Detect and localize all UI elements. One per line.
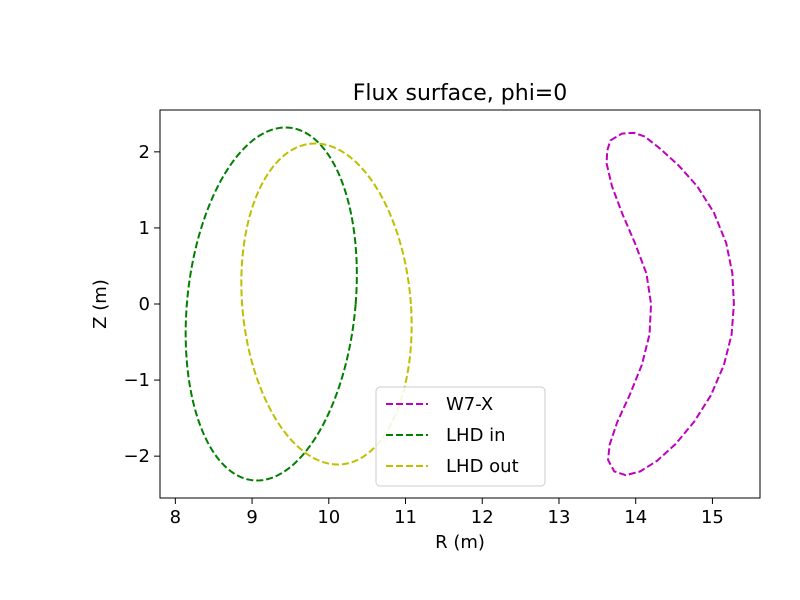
y-tick-label: −2	[123, 446, 150, 467]
x-tick-label: 15	[701, 507, 724, 528]
y-tick-label: 1	[139, 218, 150, 239]
x-tick-label: 9	[246, 507, 257, 528]
x-tick-label: 11	[394, 507, 417, 528]
y-axis-ticks: −2 −1 0 1 2	[123, 142, 160, 467]
legend-label: W7-X	[446, 394, 493, 415]
x-tick-label: 12	[471, 507, 494, 528]
y-axis-label: Z (m)	[90, 279, 111, 329]
x-tick-label: 8	[170, 507, 181, 528]
y-tick-label: 2	[139, 142, 150, 163]
legend-box	[375, 386, 546, 487]
legend-entries: W7-X LHD in LHD out	[386, 394, 519, 477]
legend: W7-X LHD in LHD out	[375, 386, 546, 487]
y-tick-label: −1	[123, 370, 150, 391]
x-tick-label: 13	[548, 507, 571, 528]
chart-title: Flux surface, phi=0	[353, 81, 567, 106]
series-line-w7-x	[605, 131, 735, 477]
series-line-lhd-in	[184, 126, 358, 482]
x-axis-label: R (m)	[435, 532, 485, 553]
x-tick-label: 10	[317, 507, 340, 528]
y-tick-label: 0	[139, 294, 150, 315]
x-axis-ticks: 8 9 10 11 12 13 14 15	[170, 498, 724, 528]
x-tick-label: 14	[624, 507, 647, 528]
legend-label: LHD in	[446, 425, 506, 446]
legend-label: LHD out	[446, 456, 519, 477]
